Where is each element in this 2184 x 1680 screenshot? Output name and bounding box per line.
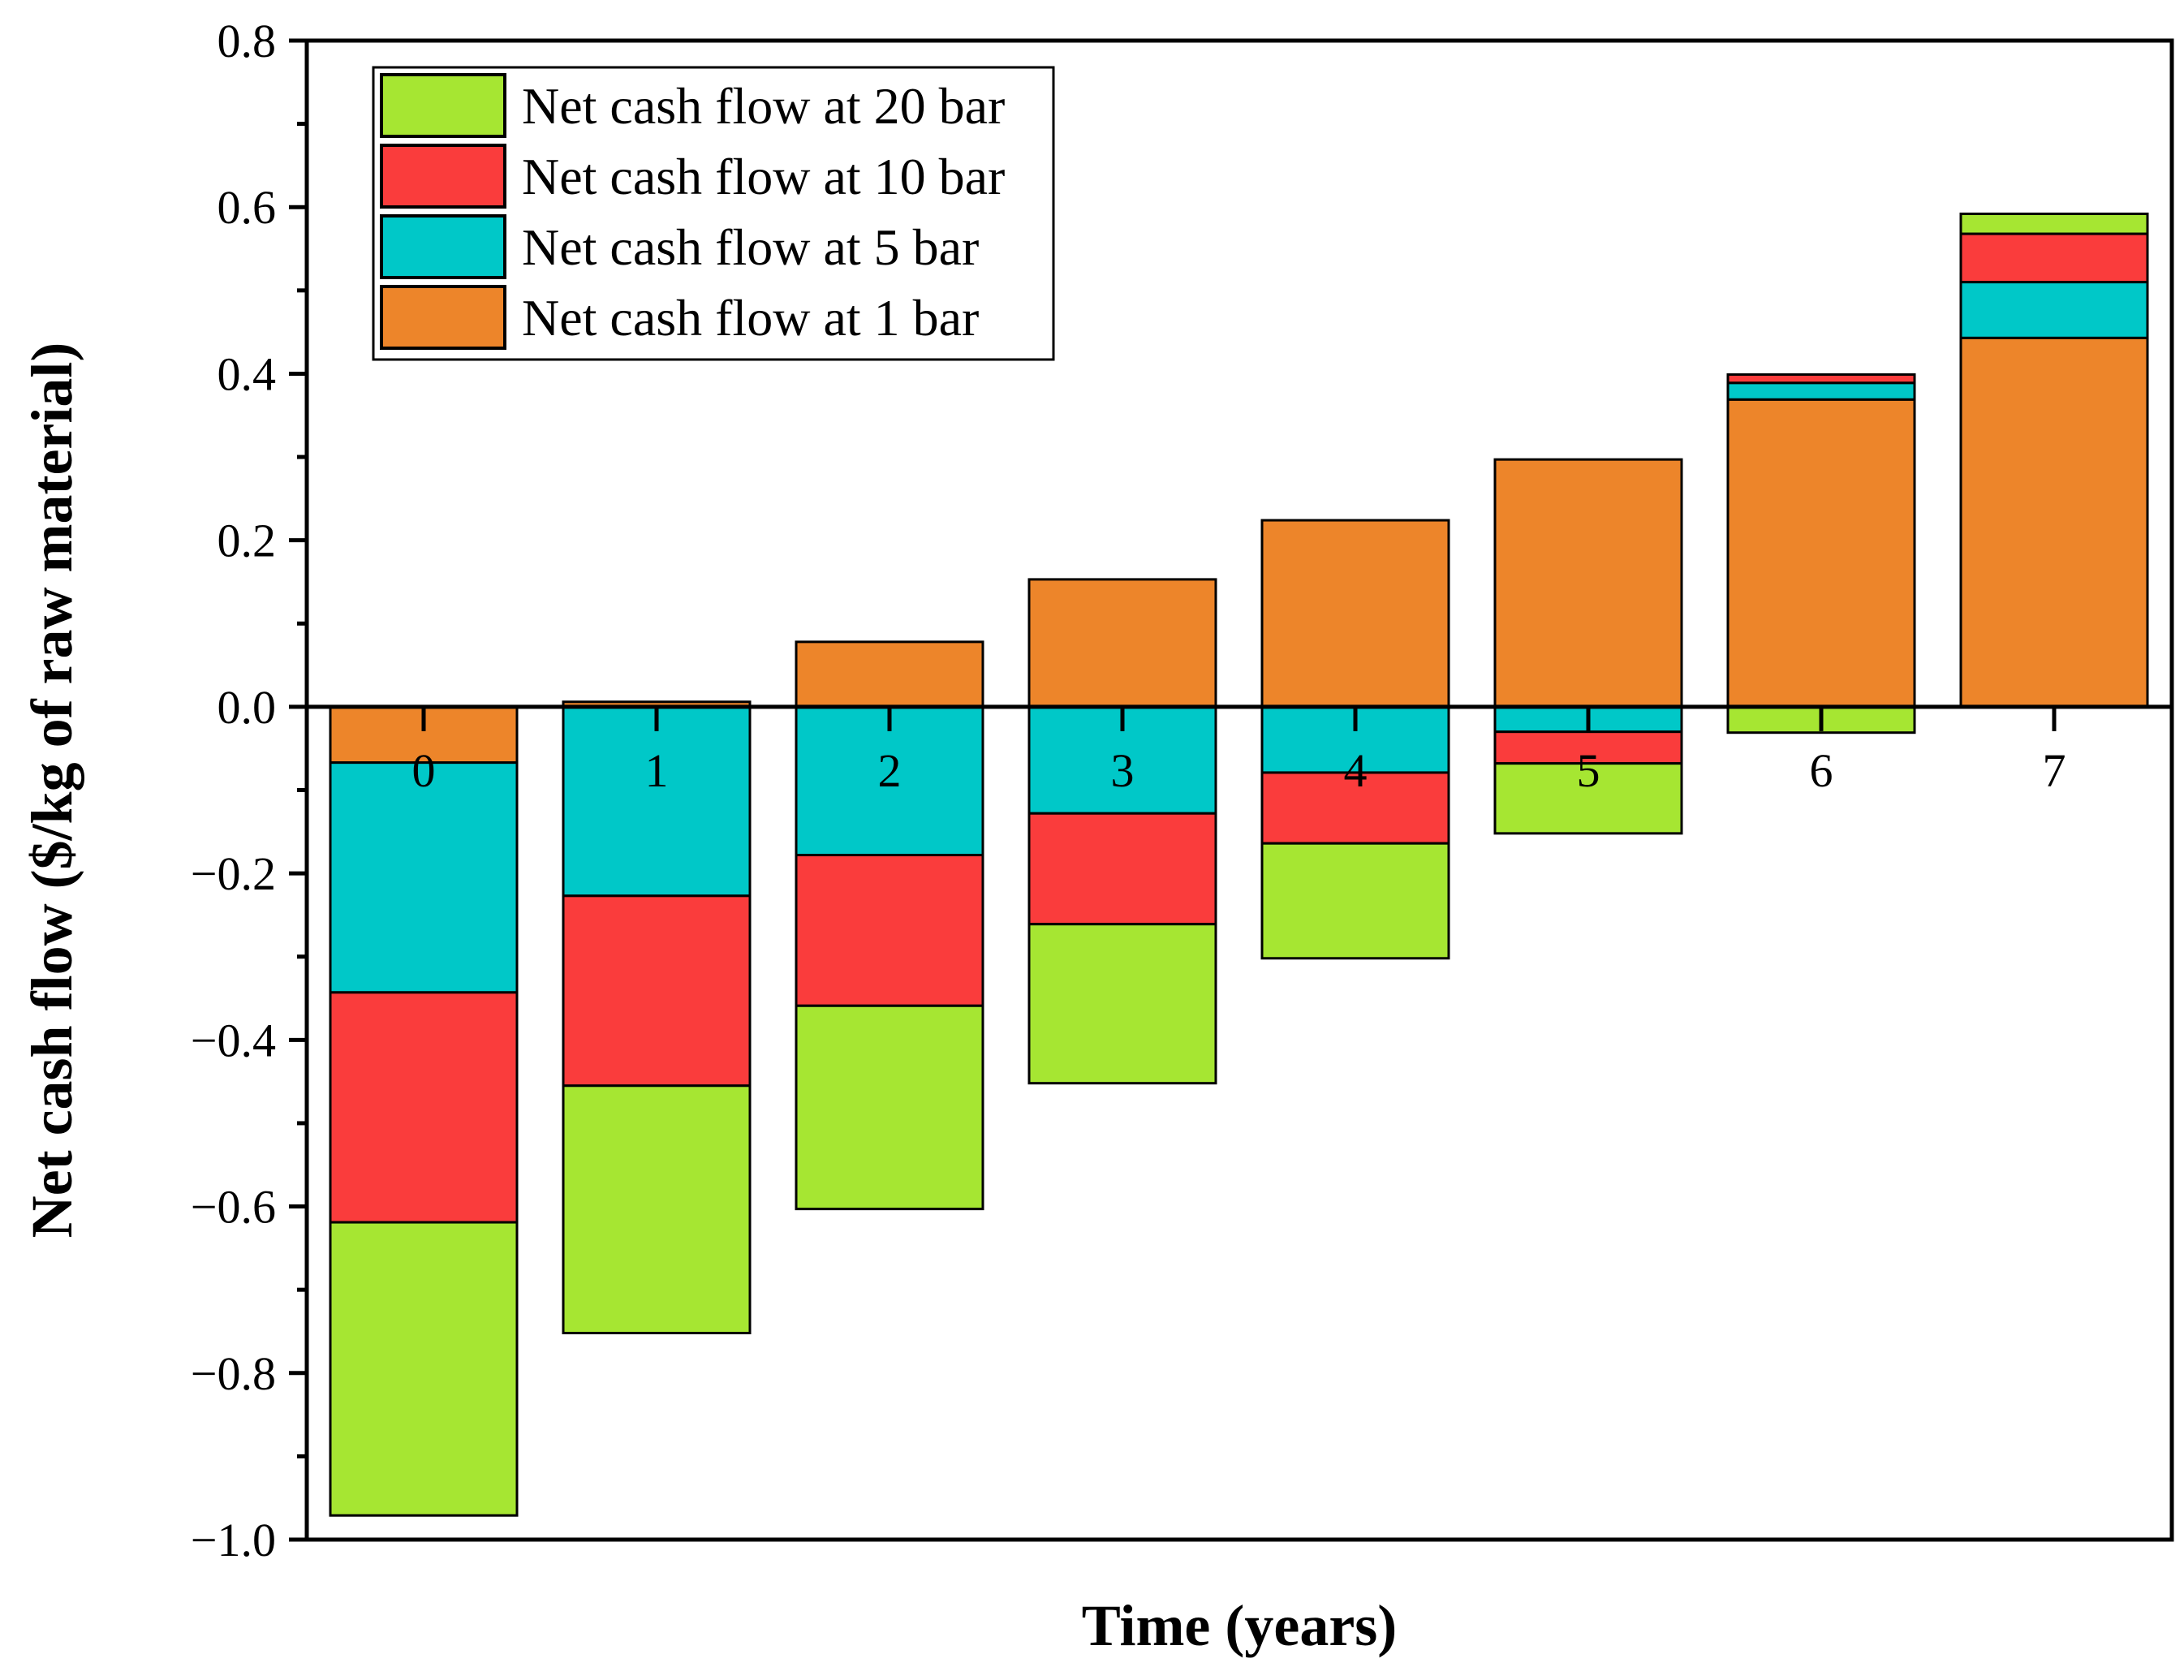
y-tick-label: −0.8 — [191, 1347, 276, 1400]
plot-frame — [304, 38, 2174, 1542]
y-tick-label: −0.4 — [191, 1014, 276, 1066]
bar-year-5-series-3 — [1493, 730, 1683, 765]
bar-year-7-series-3 — [1959, 232, 2149, 284]
bars-layer — [329, 212, 2149, 1517]
bar-year-2-series-3 — [795, 854, 984, 1007]
y-tick-label: 0.4 — [218, 347, 277, 400]
bar-year-2-series-1 — [795, 640, 984, 709]
legend-label: Net cash flow at 20 bar — [522, 77, 1005, 135]
bar-year-7-series-4 — [1959, 212, 2149, 235]
bar-year-6-series-2 — [1726, 381, 1916, 401]
x-tick-label: 2 — [878, 744, 902, 797]
bar-year-0-series-2 — [329, 761, 519, 994]
y-axis-title: Net cash flow ($/kg of raw material) — [19, 342, 84, 1238]
bar-year-7-series-1 — [1959, 336, 2149, 709]
x-tick-label: 7 — [2043, 744, 2066, 797]
y-tick-label: 0.8 — [218, 15, 277, 67]
bar-year-0-series-4 — [329, 1221, 519, 1517]
legend-swatch — [380, 214, 506, 279]
bar-year-5-series-1 — [1493, 458, 1683, 709]
legend-swatch — [380, 144, 506, 209]
bar-year-1-series-2 — [562, 705, 752, 898]
legend: Net cash flow at 20 bar Net cash flow at … — [372, 66, 1055, 361]
bar-year-3-series-3 — [1027, 812, 1217, 926]
y-tick-label: −0.6 — [191, 1181, 276, 1234]
x-tick-label: 0 — [412, 744, 436, 797]
bar-year-6-series-3 — [1726, 373, 1916, 385]
x-tick-label: 3 — [1111, 744, 1135, 797]
legend-swatch — [380, 285, 506, 350]
bar-year-7-series-2 — [1959, 281, 2149, 339]
y-tick-label: 0.6 — [218, 181, 277, 234]
bar-year-2-series-4 — [795, 1004, 984, 1211]
bar-year-1-series-3 — [562, 894, 752, 1088]
bar-year-4-series-4 — [1260, 842, 1450, 960]
bar-year-0-series-3 — [329, 991, 519, 1224]
x-tick-label: 5 — [1577, 744, 1600, 797]
legend-label: Net cash flow at 1 bar — [522, 289, 979, 347]
x-tick-label: 4 — [1344, 744, 1368, 797]
y-tick-label: 0.0 — [218, 681, 277, 734]
bar-year-1-series-4 — [562, 1084, 752, 1335]
legend-label: Net cash flow at 5 bar — [522, 218, 979, 276]
x-axis-ticks: 0 1 2 3 4 5 6 7 — [412, 706, 2066, 797]
bar-year-3-series-1 — [1027, 578, 1217, 709]
y-tick-label: −0.2 — [191, 847, 276, 900]
bar-year-6-series-1 — [1726, 398, 1916, 709]
legend-label: Net cash flow at 10 bar — [522, 148, 1005, 205]
bar-year-3-series-4 — [1027, 923, 1217, 1085]
y-axis-ticks: 0.8 0.6 0.4 0.2 0.0 −0.2 −0.4 −0.6 −0.8 −1.0 — [191, 15, 307, 1566]
bar-year-5-series-4 — [1493, 762, 1683, 835]
bar-year-4-series-1 — [1260, 519, 1450, 709]
y-tick-label: 0.2 — [218, 515, 277, 567]
x-tick-label: 1 — [645, 744, 669, 797]
legend-swatch — [380, 73, 506, 138]
x-tick-label: 6 — [1810, 744, 1833, 797]
x-axis-title: Time (years) — [1082, 1593, 1398, 1658]
y-tick-label: −1.0 — [191, 1514, 276, 1566]
